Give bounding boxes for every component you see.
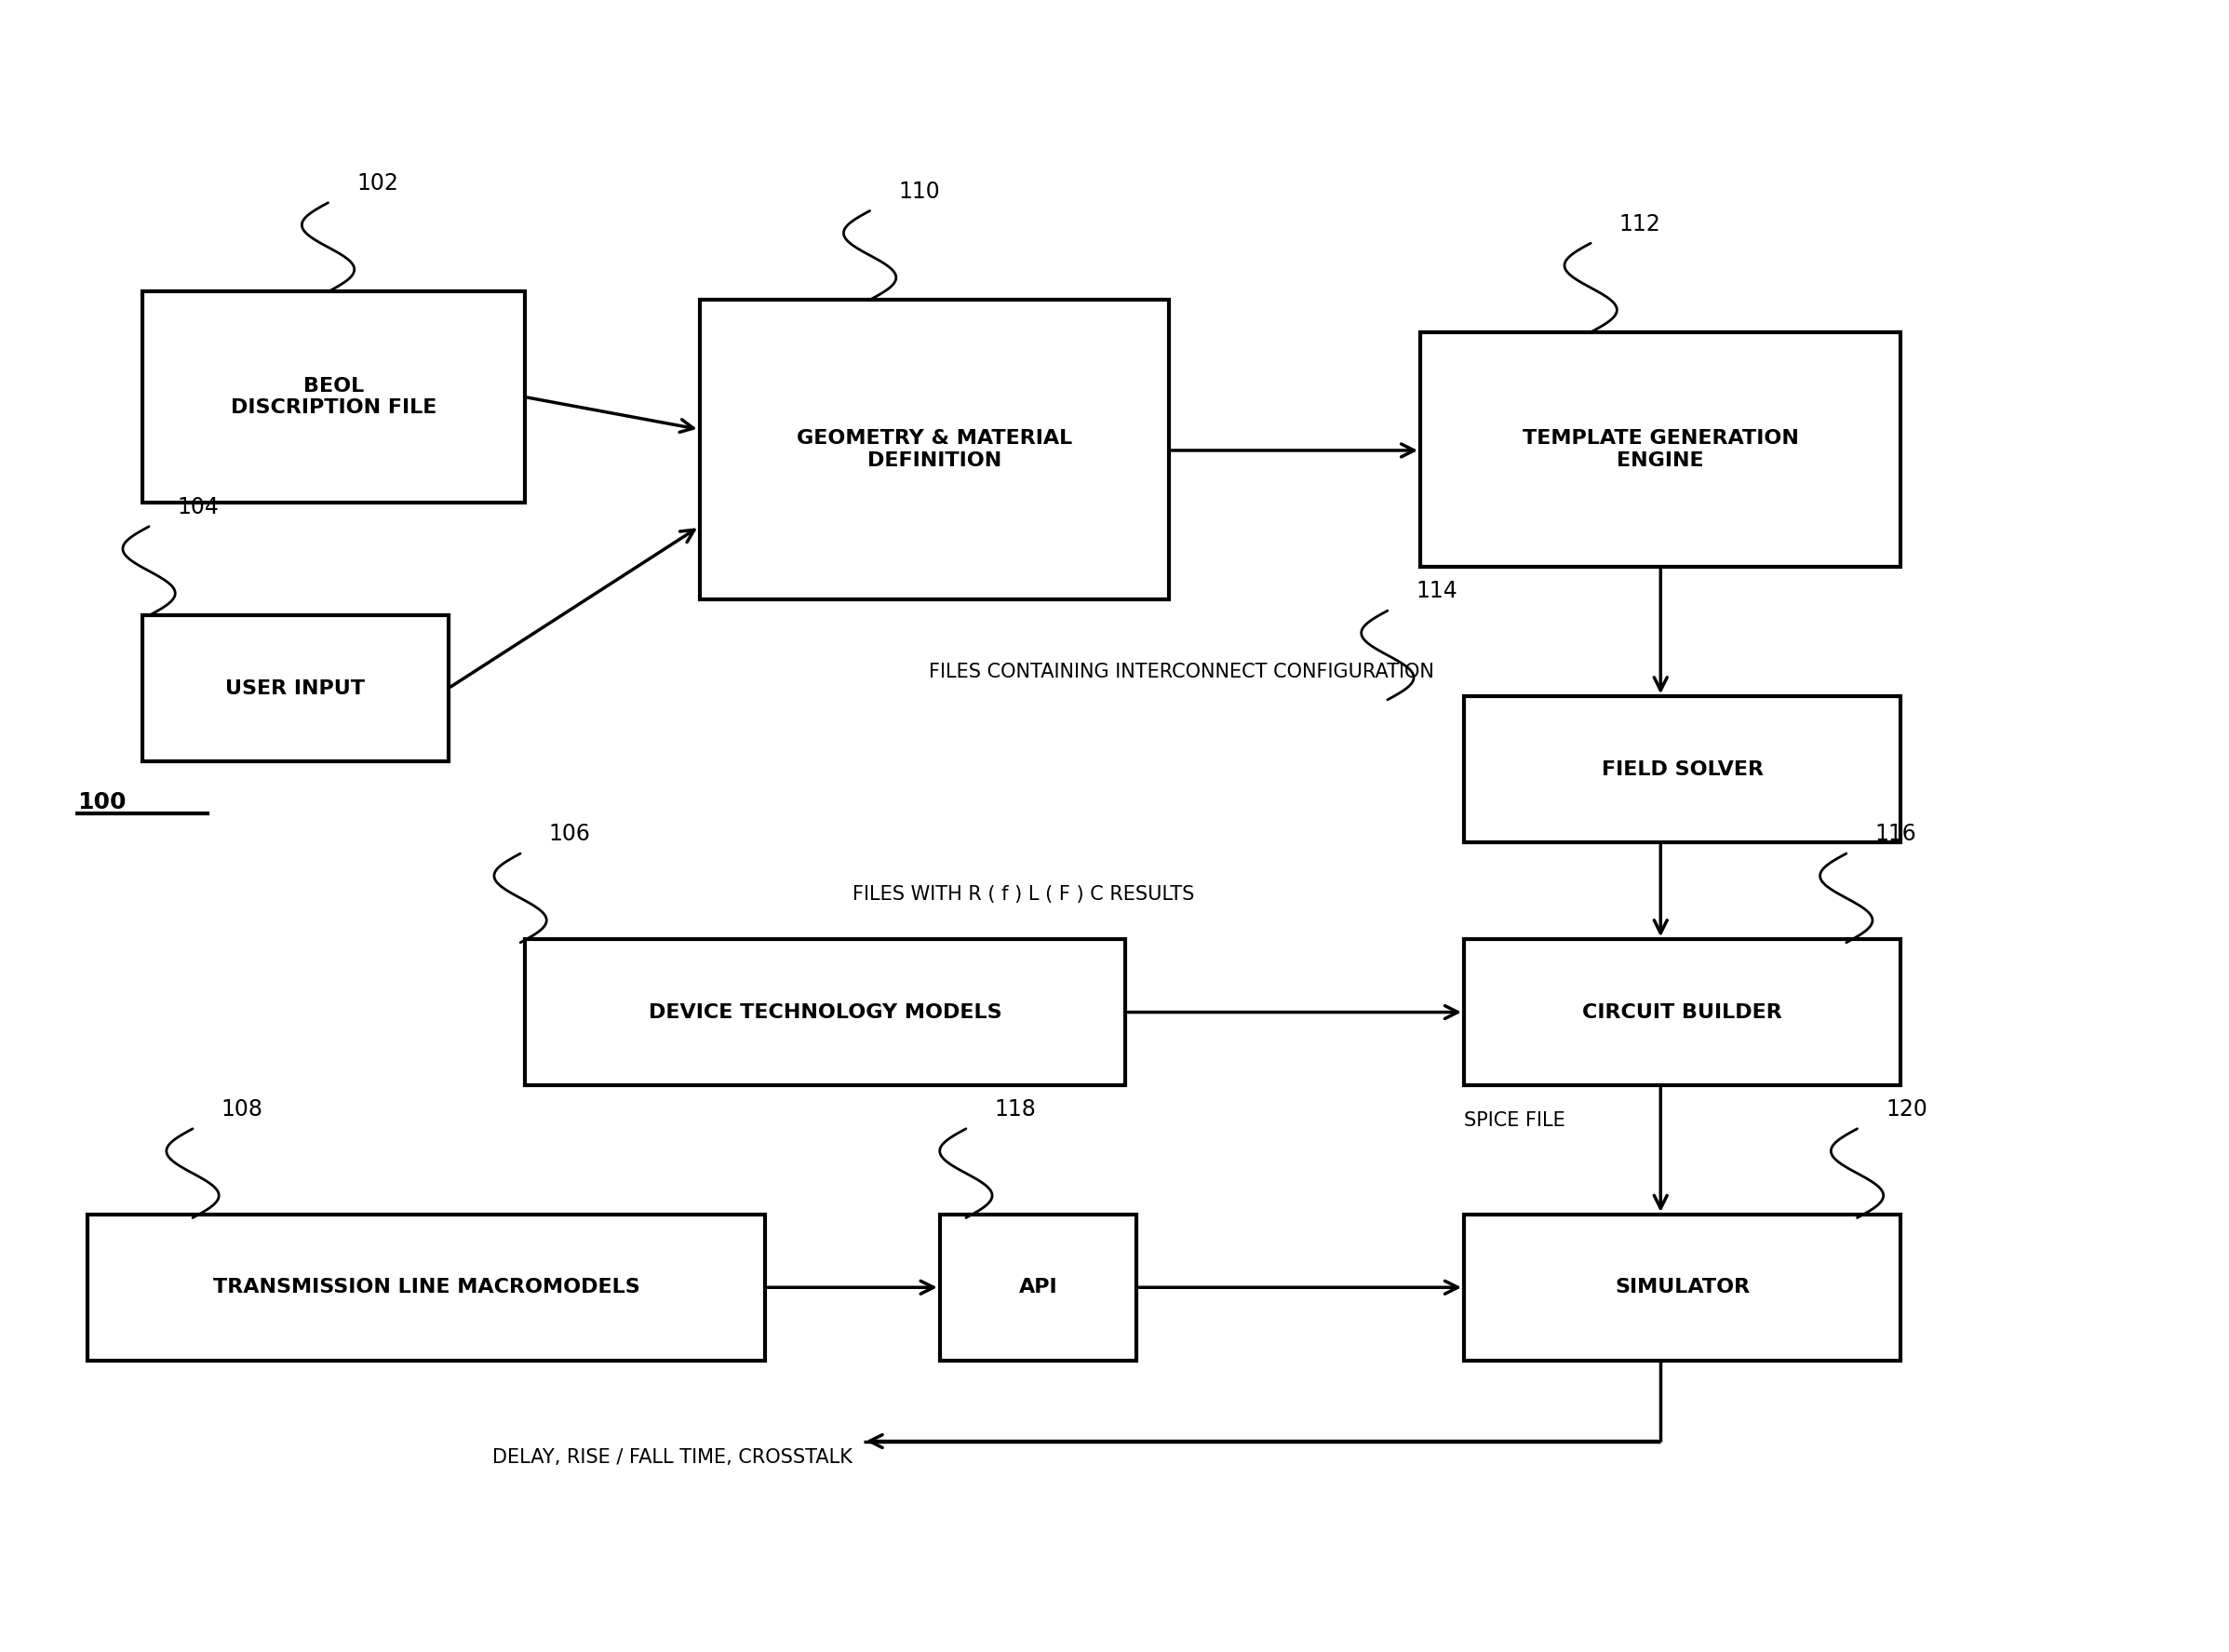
FancyBboxPatch shape [941, 1214, 1137, 1360]
Text: FIELD SOLVER: FIELD SOLVER [1600, 760, 1763, 778]
Text: CIRCUIT BUILDER: CIRCUIT BUILDER [1583, 1003, 1783, 1021]
FancyBboxPatch shape [1464, 697, 1901, 843]
Text: 114: 114 [1415, 580, 1458, 603]
Text: 112: 112 [1618, 213, 1661, 235]
FancyBboxPatch shape [1420, 332, 1901, 567]
Text: 118: 118 [994, 1099, 1036, 1120]
FancyBboxPatch shape [1464, 940, 1901, 1085]
Text: TRANSMISSION LINE MACROMODELS: TRANSMISSION LINE MACROMODELS [214, 1279, 640, 1297]
Text: TEMPLATE GENERATION
ENGINE: TEMPLATE GENERATION ENGINE [1522, 430, 1799, 469]
FancyBboxPatch shape [143, 616, 448, 762]
FancyBboxPatch shape [1464, 1214, 1901, 1360]
Text: USER INPUT: USER INPUT [225, 679, 366, 697]
Text: FILES CONTAINING INTERCONNECT CONFIGURATION: FILES CONTAINING INTERCONNECT CONFIGURAT… [929, 662, 1433, 682]
Text: FILES WITH R ( f ) L ( F ) C RESULTS: FILES WITH R ( f ) L ( F ) C RESULTS [851, 885, 1195, 904]
Text: SIMULATOR: SIMULATOR [1616, 1279, 1750, 1297]
Text: 100: 100 [78, 791, 125, 813]
Text: 116: 116 [1875, 823, 1917, 846]
Text: API: API [1019, 1279, 1057, 1297]
Text: DELAY, RISE / FALL TIME, CROSSTALK: DELAY, RISE / FALL TIME, CROSSTALK [493, 1449, 851, 1467]
FancyBboxPatch shape [524, 940, 1126, 1085]
Text: 102: 102 [357, 172, 399, 195]
FancyBboxPatch shape [143, 292, 524, 502]
FancyBboxPatch shape [87, 1214, 765, 1360]
Text: GEOMETRY & MATERIAL
DEFINITION: GEOMETRY & MATERIAL DEFINITION [796, 430, 1072, 469]
Text: 108: 108 [221, 1099, 263, 1120]
Text: 120: 120 [1886, 1099, 1928, 1120]
FancyBboxPatch shape [700, 301, 1170, 600]
Text: BEOL
DISCRIPTION FILE: BEOL DISCRIPTION FILE [230, 377, 437, 416]
Text: 104: 104 [178, 496, 218, 519]
Text: 106: 106 [548, 823, 591, 846]
Text: 110: 110 [898, 180, 941, 203]
Text: DEVICE TECHNOLOGY MODELS: DEVICE TECHNOLOGY MODELS [649, 1003, 1001, 1021]
Text: SPICE FILE: SPICE FILE [1464, 1112, 1565, 1130]
